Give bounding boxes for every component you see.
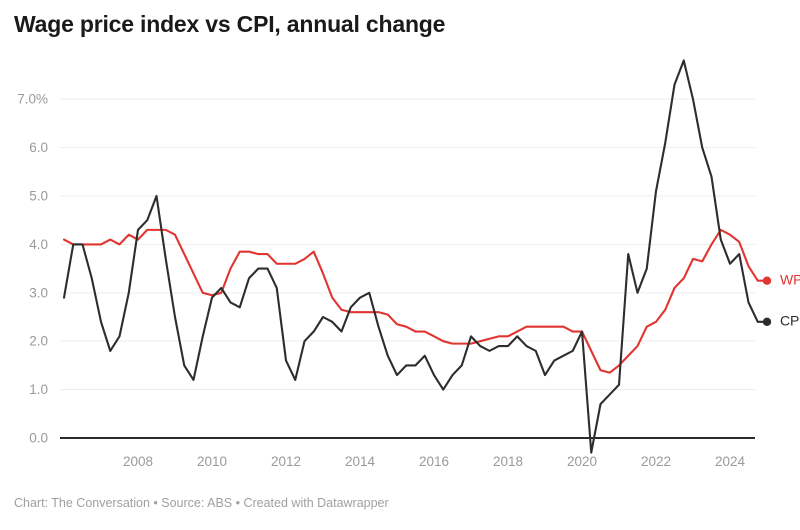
gridlines-group bbox=[60, 98, 755, 439]
xtick-label: 2020 bbox=[567, 454, 597, 469]
series-label-wpi: WPI bbox=[780, 271, 800, 287]
xtick-label: 2010 bbox=[197, 454, 227, 469]
ytick-label: 2.0 bbox=[29, 334, 48, 349]
ytick-label: 6.0 bbox=[29, 140, 48, 155]
ytick-label: 4.0 bbox=[29, 237, 48, 252]
xtick-label: 2022 bbox=[641, 454, 671, 469]
xtick-label: 2024 bbox=[715, 454, 746, 469]
chart-footer-credit: Chart: The Conversation • Source: ABS • … bbox=[14, 496, 389, 510]
series-line-cpi bbox=[62, 59, 769, 454]
series-group bbox=[62, 59, 772, 454]
ytick-label: 0.0 bbox=[29, 431, 48, 446]
endpoint-dot-cpi bbox=[762, 317, 772, 327]
ytick-label: 7.0% bbox=[17, 92, 48, 107]
plot-area: 0.0 1.0 2.0 3.0 4.0 5.0 6.0 7.0% 2008 2010 2012 20… bbox=[17, 59, 800, 469]
series-line-wpi bbox=[62, 228, 769, 374]
xtick-label: 2016 bbox=[419, 454, 449, 469]
xtick-labels-group: 2008 2010 2012 2014 2016 2018 2020 2022 2024 bbox=[123, 454, 746, 469]
endpoint-dot-wpi bbox=[762, 276, 772, 285]
page-title: Wage price index vs CPI, annual change bbox=[14, 11, 446, 37]
ytick-label: 5.0 bbox=[29, 189, 48, 204]
series-labels-group: WPI CPI bbox=[780, 271, 800, 328]
xtick-label: 2012 bbox=[271, 454, 301, 469]
chart-svg: 0.01.02.03.04.05.06.07.0% 2008 2010 2012 20… bbox=[17, 59, 800, 469]
xtick-label: 2014 bbox=[345, 454, 376, 469]
xtick-label: 2018 bbox=[493, 454, 523, 469]
ytick-labels-group: 0.0 1.0 2.0 3.0 4.0 5.0 6.0 7.0% bbox=[17, 92, 48, 446]
ytick-label: 1.0 bbox=[29, 382, 48, 397]
series-label-cpi: CPI bbox=[780, 313, 800, 329]
xtick-label: 2008 bbox=[123, 454, 153, 469]
ytick-label: 3.0 bbox=[29, 285, 48, 300]
